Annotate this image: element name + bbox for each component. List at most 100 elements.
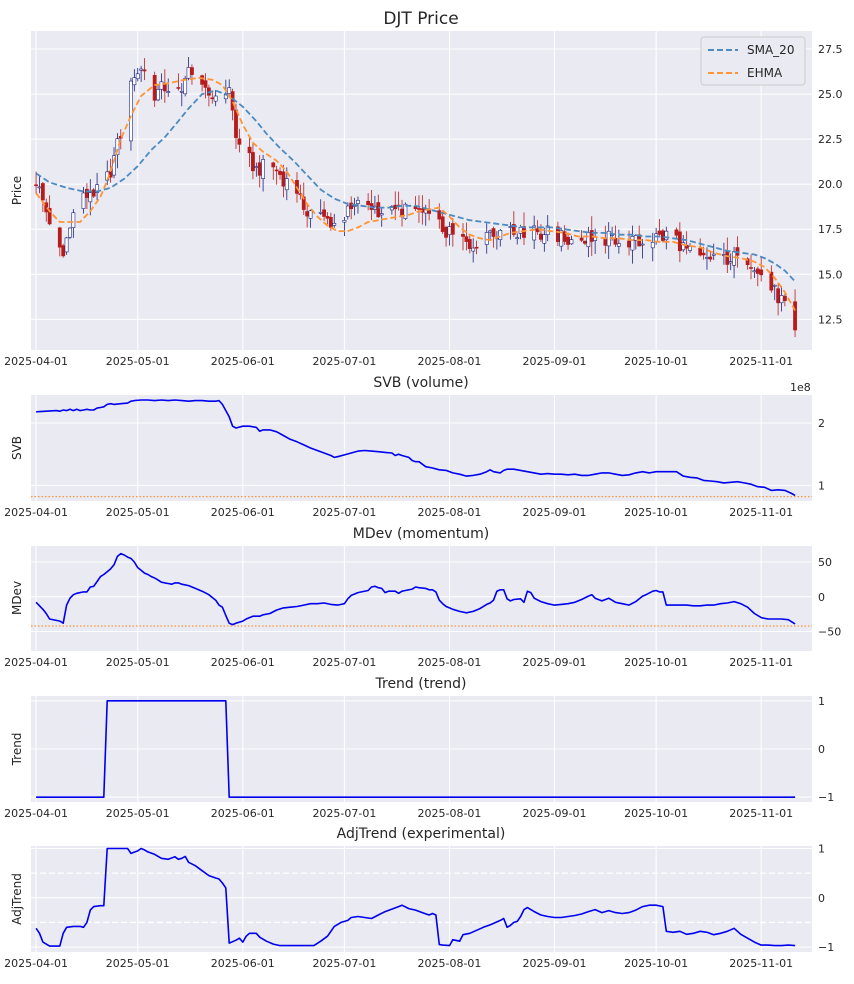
candle-body <box>677 231 682 252</box>
price-y-tick-labels: 12.5 15.0 17.5 20.0 22.5 25.0 27.5 <box>818 43 843 326</box>
candle-body <box>674 229 679 236</box>
candle-body <box>301 196 306 210</box>
candle-body <box>142 69 147 72</box>
mdev-y-tick-labels: −50 0 50 <box>818 556 841 639</box>
legend-label-ehma: EHMA <box>747 66 783 80</box>
candle-body <box>376 202 381 218</box>
candle-body <box>71 212 76 228</box>
candle-body <box>44 202 49 213</box>
price-series <box>35 76 796 311</box>
candle-body <box>793 301 797 331</box>
candle-body <box>583 240 587 244</box>
candle-body <box>37 186 42 189</box>
candle-body <box>450 223 455 235</box>
candle-body <box>444 226 448 238</box>
svb-ylabel: SVB <box>10 436 24 460</box>
x-tick-label: 2025-04-01 <box>4 807 68 820</box>
candle-body <box>308 210 313 219</box>
candle-body <box>305 211 310 217</box>
price-legend: SMA_20 EHMA <box>700 36 806 86</box>
candle-body <box>640 243 645 246</box>
x-tick-label: 2025-09-01 <box>523 506 587 519</box>
svb-line <box>36 399 796 497</box>
candle-body <box>630 236 635 251</box>
candle-body <box>152 75 157 101</box>
candle-body <box>88 192 93 203</box>
candle-body <box>322 209 326 217</box>
candle-body <box>776 288 781 304</box>
y-tick-label: 1 <box>818 479 825 492</box>
candle-body <box>200 75 205 85</box>
candle-body <box>705 257 709 259</box>
x-tick-label: 2025-07-01 <box>312 355 376 368</box>
x-tick-label: 2025-11-01 <box>729 656 793 669</box>
mdev-title: MDev (momentum) <box>353 526 489 542</box>
adjtrend-line <box>35 847 796 947</box>
x-tick-label: 2025-04-01 <box>4 656 68 669</box>
trend-ylabel: Trend <box>10 733 24 767</box>
candle-body <box>532 225 537 241</box>
candle-body <box>261 159 265 179</box>
adjtrend-gridlines <box>31 846 812 952</box>
candle-body <box>728 261 733 264</box>
candle-body <box>782 295 787 301</box>
svb-offset-label: 1e8 <box>790 381 811 394</box>
adjtrend-ylabel: AdjTrend <box>10 873 24 925</box>
candle-body <box>769 271 774 291</box>
candle-body <box>325 216 330 219</box>
x-tick-label: 2025-05-01 <box>106 506 170 519</box>
svb-gridlines <box>31 395 812 501</box>
candle-body <box>284 178 289 191</box>
x-tick-label: 2025-09-01 <box>523 957 587 970</box>
candle-body <box>471 247 476 252</box>
candle-body <box>759 269 764 276</box>
candle-body <box>467 239 472 249</box>
candle-body <box>603 238 608 246</box>
svb-x-tick-labels: 2025-04-01 2025-05-01 2025-06-01 2025-07-01… <box>4 506 793 519</box>
candle-body <box>650 242 655 249</box>
candle-body <box>135 73 140 80</box>
y-tick-label: 15.0 <box>818 268 843 281</box>
x-tick-label: 2025-06-01 <box>211 807 275 820</box>
x-tick-label: 2025-06-01 <box>211 957 275 970</box>
candle-body <box>81 192 86 209</box>
candle-body <box>210 97 215 100</box>
candle-body <box>745 258 750 266</box>
candle-body <box>752 270 757 273</box>
candle-body <box>627 240 631 248</box>
candle-body <box>661 230 665 241</box>
candle-body <box>474 246 479 249</box>
x-tick-label: 2025-05-01 <box>106 656 170 669</box>
x-tick-label: 2025-04-01 <box>4 355 68 368</box>
candle-body <box>616 243 621 247</box>
candle-body <box>40 183 45 201</box>
x-tick-label: 2025-08-01 <box>417 656 481 669</box>
candle-body <box>203 80 208 88</box>
candle-body <box>47 207 52 225</box>
candle-body <box>461 234 465 237</box>
adjtrend-plot-area <box>31 846 812 952</box>
candle-body <box>237 138 242 145</box>
mdev-plot-area <box>31 546 812 651</box>
x-tick-label: 2025-11-01 <box>729 506 793 519</box>
x-tick-label: 2025-07-01 <box>312 506 376 519</box>
y-tick-label: 1 <box>818 842 825 855</box>
svb-panel: SVB (volume) 2025-04-01 2025-05-01 2025-06… <box>4 375 825 519</box>
candle-body <box>176 87 181 89</box>
y-tick-label: 22.5 <box>818 133 843 146</box>
x-tick-label: 2025-11-01 <box>729 957 793 970</box>
candle-body <box>427 210 432 214</box>
candle-body <box>61 245 66 257</box>
candle-body <box>227 87 232 94</box>
series-line-sma_20 <box>35 89 796 283</box>
x-tick-label: 2025-08-01 <box>417 807 481 820</box>
candle-body <box>129 80 133 142</box>
candle-body <box>579 237 584 241</box>
candle-body <box>139 68 144 71</box>
candle-body <box>569 239 574 245</box>
x-tick-label: 2025-05-01 <box>106 807 170 820</box>
candle-body <box>234 109 238 138</box>
candle-body <box>755 268 760 274</box>
candle-body <box>251 152 255 172</box>
y-tick-label: 25.0 <box>818 88 843 101</box>
